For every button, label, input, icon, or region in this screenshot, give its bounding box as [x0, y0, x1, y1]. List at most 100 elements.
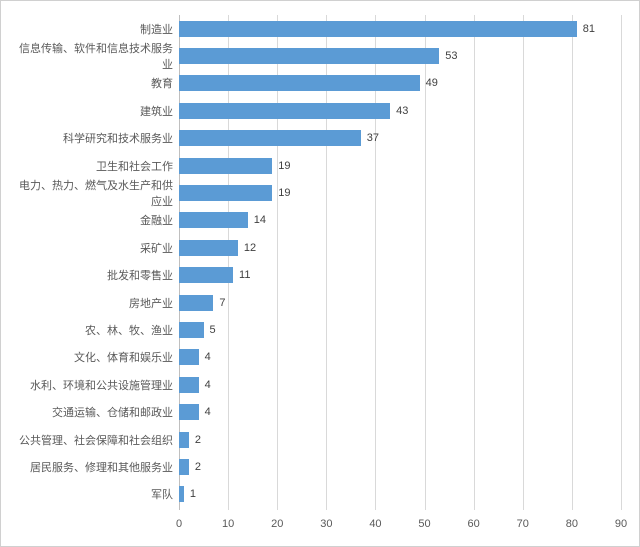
bar-row: 文化、体育和娱乐业 4 — [9, 344, 621, 371]
bar — [179, 295, 213, 311]
category-label: 制造业 — [11, 15, 177, 42]
bar-wrap: 7 — [179, 289, 621, 316]
value-label: 1 — [190, 488, 196, 500]
value-label: 2 — [195, 461, 201, 473]
category-label: 建筑业 — [11, 97, 177, 124]
x-axis: 0102030405060708090 — [179, 514, 621, 536]
bar — [179, 240, 238, 256]
category-label: 金融业 — [11, 207, 177, 234]
bar — [179, 185, 272, 201]
bar-wrap: 4 — [179, 344, 621, 371]
x-tick-label: 50 — [418, 518, 430, 530]
bar-wrap: 4 — [179, 371, 621, 398]
bar-wrap: 1 — [179, 481, 621, 508]
category-label: 批发和零售业 — [11, 262, 177, 289]
value-label: 4 — [205, 351, 211, 363]
value-label: 4 — [205, 379, 211, 391]
bar-row: 金融业 14 — [9, 207, 621, 234]
bar-wrap: 2 — [179, 453, 621, 480]
value-label: 12 — [244, 242, 256, 254]
bar-wrap: 2 — [179, 426, 621, 453]
value-label: 49 — [426, 77, 438, 89]
bar-row: 公共管理、社会保障和社会组织 2 — [9, 426, 621, 453]
bar-row: 居民服务、修理和其他服务业 2 — [9, 453, 621, 480]
category-label: 科学研究和技术服务业 — [11, 125, 177, 152]
chart-area: 制造业 81 信息传输、软件和信息技术服务业 53 教育 49 建筑业 43 科学研究和技术服务… — [9, 13, 621, 536]
bar — [179, 322, 204, 338]
bar-wrap: 37 — [179, 125, 621, 152]
value-label: 11 — [239, 269, 250, 281]
bar-row: 水利、环境和公共设施管理业 4 — [9, 371, 621, 398]
bar-wrap: 81 — [179, 15, 621, 42]
x-tick-label: 10 — [222, 518, 234, 530]
category-label: 文化、体育和娱乐业 — [11, 344, 177, 371]
value-label: 2 — [195, 434, 201, 446]
gridline — [621, 15, 622, 510]
category-label: 居民服务、修理和其他服务业 — [11, 453, 177, 480]
value-label: 19 — [278, 160, 290, 172]
category-label: 交通运输、仓储和邮政业 — [11, 399, 177, 426]
bar — [179, 158, 272, 174]
bar-wrap: 19 — [179, 179, 621, 206]
value-label: 19 — [278, 187, 290, 199]
bar — [179, 21, 577, 37]
value-label: 81 — [583, 23, 595, 35]
value-label: 53 — [445, 50, 457, 62]
category-label: 电力、热力、燃气及水生产和供应业 — [11, 179, 177, 206]
bar-row: 交通运输、仓储和邮政业4 — [9, 399, 621, 426]
value-label: 37 — [367, 132, 379, 144]
bar-row: 批发和零售业 11 — [9, 262, 621, 289]
value-label: 14 — [254, 214, 266, 226]
bar-wrap: 19 — [179, 152, 621, 179]
bar-row: 电力、热力、燃气及水生产和供应业 19 — [9, 179, 621, 206]
bar — [179, 459, 189, 475]
chart-container: 制造业 81 信息传输、软件和信息技术服务业 53 教育 49 建筑业 43 科学研究和技术服务… — [0, 0, 640, 547]
category-label: 采矿业 — [11, 234, 177, 261]
bar — [179, 103, 390, 119]
x-tick-label: 80 — [566, 518, 578, 530]
bar — [179, 212, 248, 228]
bar-wrap: 53 — [179, 42, 621, 69]
bar-wrap: 49 — [179, 70, 621, 97]
x-tick-label: 90 — [615, 518, 627, 530]
bar — [179, 75, 420, 91]
bar-row: 农、林、牧、渔业 5 — [9, 316, 621, 343]
category-label: 军队 — [11, 481, 177, 508]
bar-wrap: 5 — [179, 316, 621, 343]
bar-row: 教育 49 — [9, 70, 621, 97]
bar-row: 科学研究和技术服务业 37 — [9, 125, 621, 152]
value-label: 5 — [210, 324, 216, 336]
bar — [179, 130, 361, 146]
bar-wrap: 4 — [179, 399, 621, 426]
value-label: 7 — [219, 297, 225, 309]
bar-wrap: 12 — [179, 234, 621, 261]
bar-wrap: 14 — [179, 207, 621, 234]
bar — [179, 404, 199, 420]
x-tick-label: 0 — [176, 518, 182, 530]
value-label: 43 — [396, 105, 408, 117]
bar-row: 军队 1 — [9, 481, 621, 508]
category-label: 教育 — [11, 70, 177, 97]
bar — [179, 377, 199, 393]
bar — [179, 432, 189, 448]
bar-row: 建筑业 43 — [9, 97, 621, 124]
bar-wrap: 11 — [179, 262, 621, 289]
category-label: 公共管理、社会保障和社会组织 — [11, 426, 177, 453]
category-label: 信息传输、软件和信息技术服务业 — [11, 42, 177, 69]
x-tick-label: 40 — [369, 518, 381, 530]
bar-row: 采矿业 12 — [9, 234, 621, 261]
category-label: 卫生和社会工作 — [11, 152, 177, 179]
bar-row: 卫生和社会工作 19 — [9, 152, 621, 179]
x-tick-label: 20 — [271, 518, 283, 530]
bar-row: 信息传输、软件和信息技术服务业 53 — [9, 42, 621, 69]
x-tick-label: 60 — [468, 518, 480, 530]
bar — [179, 48, 439, 64]
bar — [179, 486, 184, 502]
category-label: 农、林、牧、渔业 — [11, 316, 177, 343]
x-tick-label: 70 — [517, 518, 529, 530]
x-tick-label: 30 — [320, 518, 332, 530]
bar — [179, 349, 199, 365]
bar-wrap: 43 — [179, 97, 621, 124]
category-label: 水利、环境和公共设施管理业 — [11, 371, 177, 398]
bar-row: 房地产业7 — [9, 289, 621, 316]
